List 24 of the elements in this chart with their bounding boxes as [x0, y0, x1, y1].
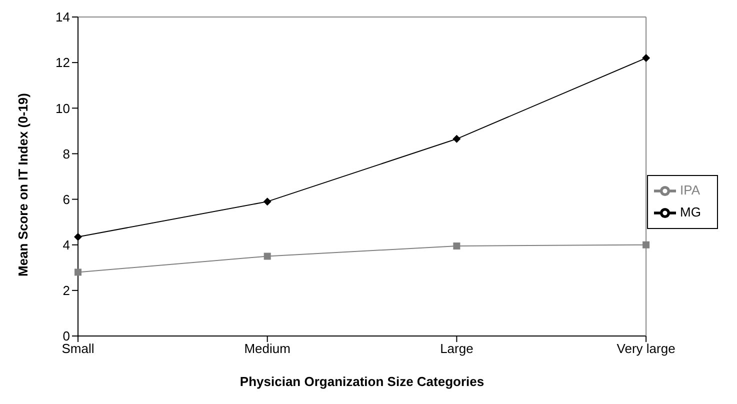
legend-label: MG: [680, 204, 701, 220]
y-tick-label: 10: [56, 100, 70, 116]
point: [263, 198, 272, 206]
x-tick-label: Very large: [616, 341, 676, 356]
x-tick-label: Small: [62, 341, 94, 356]
point: [264, 252, 271, 260]
point: [453, 242, 460, 250]
y-tick-label: 8: [62, 146, 70, 162]
y-axis-title: Mean Score on IT Index (0-19): [16, 93, 31, 276]
y-tick-label: 0: [62, 328, 70, 344]
x-tick-label: Large: [440, 341, 474, 356]
y-tick-label: 14: [56, 10, 70, 25]
legend-label: IPA: [680, 182, 700, 198]
point: [642, 241, 650, 248]
y-tick-label: 2: [62, 283, 70, 298]
point: [74, 268, 82, 276]
x-tick-label: Medium: [244, 341, 290, 356]
y-tick-label: 4: [62, 237, 70, 252]
point: [74, 232, 82, 241]
point: [642, 54, 650, 62]
x-axis-title: Physician Organization Size Categories: [240, 374, 484, 389]
y-tick-label: 6: [62, 192, 70, 207]
y-tick-label: 12: [56, 55, 70, 70]
point: [452, 134, 461, 143]
